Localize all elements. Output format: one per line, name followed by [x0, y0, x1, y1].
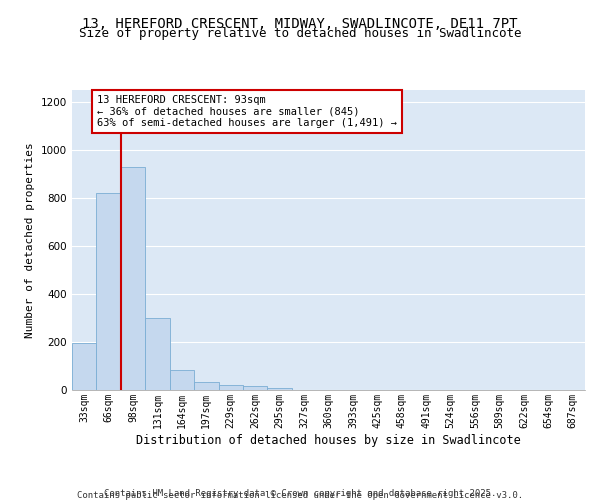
- Bar: [170, 370, 194, 390]
- Text: 13, HEREFORD CRESCENT, MIDWAY, SWADLINCOTE, DE11 7PT: 13, HEREFORD CRESCENT, MIDWAY, SWADLINCO…: [82, 18, 518, 32]
- Bar: [145, 318, 170, 390]
- Text: Size of property relative to detached houses in Swadlincote: Size of property relative to detached ho…: [79, 28, 521, 40]
- Text: 13 HEREFORD CRESCENT: 93sqm
← 36% of detached houses are smaller (845)
63% of se: 13 HEREFORD CRESCENT: 93sqm ← 36% of det…: [97, 95, 397, 128]
- Bar: [72, 343, 97, 390]
- X-axis label: Distribution of detached houses by size in Swadlincote: Distribution of detached houses by size …: [136, 434, 521, 446]
- Y-axis label: Number of detached properties: Number of detached properties: [25, 142, 35, 338]
- Bar: [121, 167, 145, 390]
- Bar: [218, 385, 243, 390]
- Bar: [194, 382, 218, 390]
- Bar: [243, 386, 268, 390]
- Bar: [97, 193, 121, 390]
- Text: Contains public sector information licensed under the Open Government Licence v3: Contains public sector information licen…: [77, 491, 523, 500]
- Text: Contains HM Land Registry data © Crown copyright and database right 2025.: Contains HM Land Registry data © Crown c…: [104, 488, 496, 498]
- Bar: [268, 388, 292, 390]
